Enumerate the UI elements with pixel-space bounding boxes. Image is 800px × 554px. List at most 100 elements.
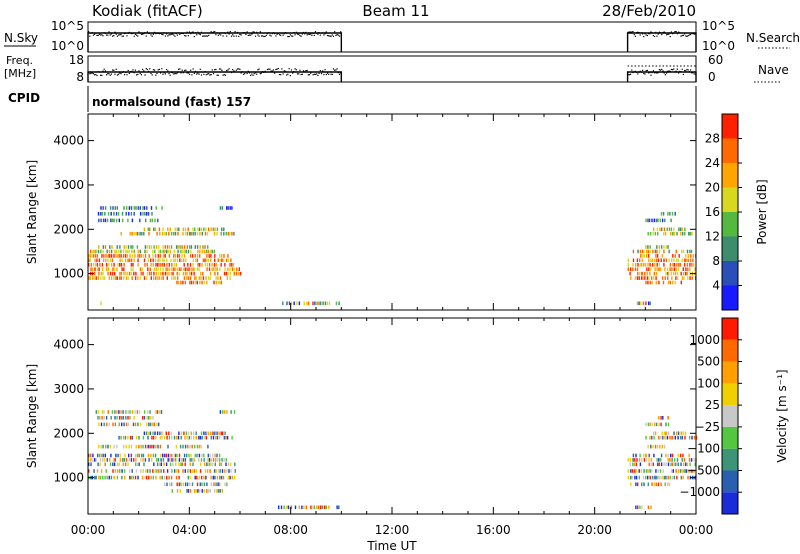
range-gate-cell <box>217 489 220 493</box>
range-gate-cell <box>149 267 151 271</box>
range-gate-cell <box>191 458 193 462</box>
range-gate-cell <box>150 245 153 249</box>
trace-dot <box>290 35 293 37</box>
trace-dot <box>338 35 341 37</box>
trace-dot <box>334 69 336 71</box>
trace-dot <box>206 35 209 37</box>
trace-dot <box>329 35 331 37</box>
range-gate-cell <box>105 469 107 473</box>
trace-dot <box>197 72 199 74</box>
range-gate-cell <box>659 444 661 449</box>
range-gate-cell <box>160 410 163 414</box>
trace-dot <box>269 68 271 70</box>
range-gate-cell <box>176 227 178 232</box>
range-gate-cell <box>113 254 115 258</box>
range-gate-cell <box>94 267 96 271</box>
range-gate-cell <box>221 254 223 258</box>
range-gate-cell <box>157 276 159 280</box>
trace-dot <box>338 73 341 75</box>
trace-dot <box>164 73 166 75</box>
range-gate-cell <box>189 271 191 276</box>
range-gate-cell <box>224 469 226 473</box>
range-gate-cell <box>671 462 674 467</box>
range-gate-cell <box>193 435 195 440</box>
range-gate-cell <box>200 458 203 462</box>
trace-dot <box>320 73 323 75</box>
range-gate-cell <box>185 431 187 436</box>
colorbar-tick-label: 500 <box>697 355 720 369</box>
range-gate-cell <box>647 475 649 480</box>
range-gate-cell <box>135 435 138 440</box>
colorbar-swatch <box>722 318 738 340</box>
range-gate-cell <box>207 431 209 436</box>
range-gate-cell <box>125 276 128 280</box>
range-gate-cell <box>122 462 124 467</box>
range-gate-cell <box>688 458 691 462</box>
range-gate-cell <box>110 276 113 280</box>
range-gate-cell <box>121 469 123 473</box>
trace-dot <box>107 34 109 36</box>
range-gate-cell <box>189 462 191 467</box>
range-gate-cell <box>649 280 651 285</box>
range-gate-cell <box>116 267 118 271</box>
range-gate-cell <box>336 505 338 510</box>
range-gate-cell <box>210 458 212 462</box>
trace-dot <box>274 72 276 74</box>
range-gate-cell <box>162 267 164 271</box>
trace-dot <box>322 70 324 72</box>
trace-dot <box>337 72 339 74</box>
range-gate-cell <box>632 249 635 254</box>
colorbar-swatch <box>722 114 738 139</box>
range-gate-cell <box>182 271 185 276</box>
range-gate-cell <box>649 271 651 276</box>
trace-dot <box>637 31 639 33</box>
range-gate-cell <box>120 231 122 236</box>
range-gate-cell <box>154 254 157 258</box>
trace-dot <box>266 33 269 35</box>
trace-dot <box>271 33 273 35</box>
trace-dot <box>294 68 296 70</box>
range-gate-cell <box>667 271 669 276</box>
range-gate-cell <box>221 227 223 232</box>
colorbar-swatch <box>722 361 738 384</box>
trace-dot <box>660 69 662 71</box>
range-gate-cell <box>632 258 635 263</box>
range-gate-cell <box>215 435 217 440</box>
trace-dot <box>167 35 169 37</box>
range-gate-cell <box>224 482 226 487</box>
range-gate-cell <box>165 231 168 236</box>
trace-dot <box>271 70 273 72</box>
range-gate-cell <box>137 231 139 236</box>
trace-dot <box>643 72 645 75</box>
range-gate-cell <box>88 263 90 267</box>
range-gate-cell <box>641 271 643 276</box>
range-gate-cell <box>646 249 648 254</box>
range-gate-cell <box>143 462 145 467</box>
trace-dot <box>234 71 236 73</box>
range-gate-cell <box>690 254 692 258</box>
range-gate-cell <box>154 431 156 436</box>
range-gate-cell <box>130 212 133 216</box>
range-gate-cell <box>682 462 685 467</box>
range-gate-cell <box>325 505 327 510</box>
trace-dot <box>235 69 237 71</box>
range-gate-cell <box>632 462 634 467</box>
range-gate-cell <box>313 505 316 510</box>
range-gate-cell <box>170 245 173 249</box>
range-gate-cell <box>112 458 115 462</box>
range-gate-cell <box>659 227 661 232</box>
range-gate-cell <box>181 258 183 263</box>
trace-dot <box>160 72 162 74</box>
trace-dot <box>254 72 257 74</box>
range-gate-cell <box>207 258 209 263</box>
range-gate-cell <box>211 249 213 254</box>
range-gate-cell <box>105 444 107 449</box>
range-gate-cell <box>142 212 144 216</box>
range-gate-cell <box>163 231 166 236</box>
range-gate-cell <box>199 280 201 285</box>
trace-dot <box>202 71 204 73</box>
range-gate-cell <box>654 263 656 267</box>
range-gate-cell <box>194 227 196 232</box>
range-gate-cell <box>223 435 225 440</box>
